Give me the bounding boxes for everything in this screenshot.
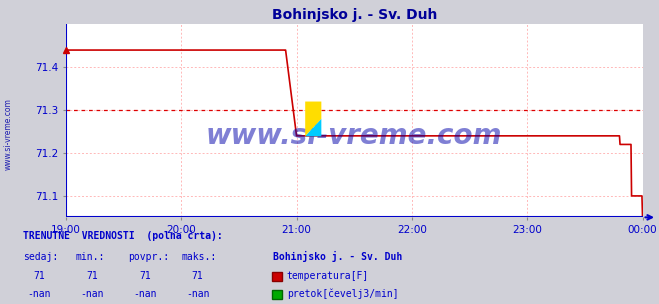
Text: maks.:: maks.: bbox=[181, 252, 216, 262]
Text: temperatura[F]: temperatura[F] bbox=[287, 271, 369, 281]
Text: min.:: min.: bbox=[76, 252, 105, 262]
Text: Bohinjsko j. - Sv. Duh: Bohinjsko j. - Sv. Duh bbox=[273, 251, 403, 262]
Polygon shape bbox=[305, 119, 322, 136]
Text: 71: 71 bbox=[86, 271, 98, 281]
Text: 71: 71 bbox=[192, 271, 204, 281]
Text: povpr.:: povpr.: bbox=[129, 252, 169, 262]
Text: -nan: -nan bbox=[186, 289, 210, 299]
Text: -nan: -nan bbox=[133, 289, 157, 299]
Polygon shape bbox=[305, 102, 322, 136]
Text: www.si-vreme.com: www.si-vreme.com bbox=[3, 98, 13, 170]
Text: pretok[čevelj3/min]: pretok[čevelj3/min] bbox=[287, 289, 398, 299]
Text: -nan: -nan bbox=[28, 289, 51, 299]
Text: sedaj:: sedaj: bbox=[23, 252, 58, 262]
Text: 71: 71 bbox=[139, 271, 151, 281]
Text: TRENUTNE  VREDNOSTI  (polna črta):: TRENUTNE VREDNOSTI (polna črta): bbox=[23, 230, 223, 241]
Title: Bohinjsko j. - Sv. Duh: Bohinjsko j. - Sv. Duh bbox=[272, 8, 437, 22]
Text: www.si-vreme.com: www.si-vreme.com bbox=[206, 122, 502, 150]
Text: -nan: -nan bbox=[80, 289, 104, 299]
Text: 71: 71 bbox=[34, 271, 45, 281]
